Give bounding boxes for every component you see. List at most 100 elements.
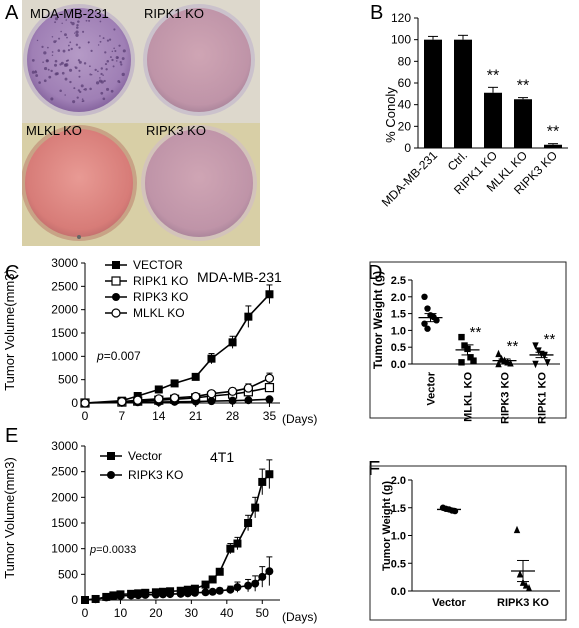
chart-d-ytick-label: 1.5	[391, 309, 406, 321]
chart-e-legend-label: Vector	[128, 449, 162, 463]
chart-c-point	[243, 383, 253, 393]
chart-c-point	[207, 354, 216, 363]
chart-e-point	[208, 587, 217, 596]
chart-d-category-label: MLKL KO	[463, 372, 475, 422]
chart-c-ytick-label: 2000	[51, 303, 78, 317]
chart-f-ylabel: Tumor Weight (g)	[381, 481, 393, 571]
chart-e-point	[134, 591, 143, 600]
chart-c-legend-label: RIPK1 KO	[133, 274, 188, 288]
chart-d: Tumor Weight (g) 0.0 0.5 1.0 1.5 2.0 2.5 Vecto…	[369, 261, 567, 424]
dish-ripk1-ko	[143, 4, 255, 116]
chart-e-point	[208, 575, 217, 584]
chart-e-ytick-label: 0	[71, 593, 78, 607]
chart-c-legend-marker	[111, 276, 121, 286]
chart-f-category-label: RIPK3 KO	[497, 597, 549, 609]
chart-b-significance: **	[487, 67, 499, 84]
chart-c-point	[154, 385, 163, 394]
chart-c-legend-marker	[112, 261, 120, 269]
chart-b-significance: **	[517, 78, 529, 95]
chart-c-point	[227, 386, 238, 396]
chart-e-xlabel: (Days)	[282, 610, 317, 624]
chart-b-ytick-label: 40	[398, 98, 412, 112]
chart-f-ytick-label: 0.0	[391, 586, 406, 598]
chart-d-significance: **	[507, 338, 519, 355]
chart-c-point	[170, 379, 179, 388]
panel-letter-c: C	[5, 262, 20, 284]
chart-e-point	[201, 580, 210, 589]
chart-b-ytick-label: 20	[398, 119, 412, 133]
chart-c-point	[228, 338, 237, 347]
chart-f-category-label: Vector	[432, 597, 466, 609]
chart-e-point	[258, 477, 267, 486]
chart-f-point	[519, 578, 527, 586]
chart-c-title: MDA-MB-231	[197, 269, 282, 285]
chart-b-bar	[454, 39, 472, 148]
chart-f-ytick-label: 2.0	[391, 475, 406, 487]
chart-c-xlabel: (Days)	[282, 412, 317, 426]
chart-f: Tumor Weight (g) 0.0 0.5 1.0 1.5 2.0 Vector RI…	[369, 465, 567, 621]
chart-e-point	[127, 591, 136, 600]
chart-e-point	[81, 596, 89, 604]
chart-d-ytick-label: 1.0	[391, 325, 406, 337]
chart-c-legend-label: VECTOR	[133, 258, 183, 272]
chart-d-point	[495, 349, 502, 358]
chart-b: % Conoly 0 20 40 60 80 100 120 MDA-MB-231 Ctrl. *…	[380, 11, 568, 210]
chart-c-point	[191, 372, 200, 381]
chart-e-pvalue: p=0.0033	[89, 544, 136, 556]
chart-f-ytick-label: 0.5	[391, 558, 406, 570]
chart-e-point	[102, 593, 111, 602]
chart-e-series-line	[84, 473, 270, 601]
chart-c-point	[133, 395, 143, 405]
chart-c-ytick-label: 3000	[51, 256, 78, 270]
chart-d-point	[467, 354, 474, 361]
chart-e-point	[183, 589, 192, 598]
chart-e-ytick-label: 2000	[51, 490, 78, 504]
chart-d-point	[470, 357, 477, 364]
chart-e-point	[109, 592, 118, 601]
chart-d-point	[424, 325, 431, 332]
chart-c-legend-marker	[111, 308, 121, 318]
chart-e-point	[176, 589, 185, 598]
chart-e-point	[251, 503, 260, 512]
chart-c-point	[228, 396, 237, 405]
chart-e-point	[91, 595, 100, 604]
chart-b-ytick-label: 0	[404, 141, 411, 155]
chart-c-ytick-label: 500	[58, 373, 78, 387]
chart-d-significance: **	[470, 324, 482, 341]
chart-c-point	[169, 393, 180, 403]
chart-e-xtick-label: 0	[82, 606, 89, 620]
dish-ripk3-ko	[141, 125, 257, 241]
chart-b-bar	[544, 144, 562, 148]
chart-c-series-line	[84, 293, 271, 404]
chart-c-series-line	[84, 377, 270, 404]
chart-e-point	[233, 583, 242, 592]
dish-label-mlkl: MLKL KO	[26, 123, 82, 138]
chart-d-ytick-label: 0.5	[391, 342, 406, 354]
chart-c-point	[244, 396, 253, 405]
panel-letter-a: A	[5, 2, 19, 24]
chart-b-significance: **	[547, 124, 559, 141]
chart-c-xtick-label: 35	[263, 409, 277, 423]
chart-e-point	[251, 579, 260, 588]
chart-b-ytick-label: 80	[398, 54, 412, 68]
chart-e-point	[265, 567, 274, 576]
chart-e-point	[226, 544, 235, 553]
chart-b-bar	[424, 39, 442, 148]
chart-c-point	[154, 394, 164, 404]
chart-e-ytick-label: 1000	[51, 542, 78, 556]
chart-e-xtick-label: 10	[114, 606, 128, 620]
chart-e-xtick-label: 20	[149, 606, 163, 620]
chart-d-point	[458, 333, 465, 341]
dish-mlkl-ko	[22, 125, 137, 241]
chart-f-point	[522, 581, 530, 589]
chart-e-point	[244, 519, 253, 527]
chart-e-xtick-label: 30	[185, 606, 199, 620]
chart-e: Tumor Volume(mm3) 4T1 (Days) p=0.0033 0 5…	[2, 440, 317, 624]
chart-e-ylabel: Tumor Volume(mm3)	[2, 457, 17, 579]
dish-label-ripk3: RIPK3 KO	[146, 123, 206, 138]
chart-c-xtick-label: 0	[82, 409, 89, 423]
chart-c-xtick-label: 28	[226, 409, 240, 423]
chart-e-point	[258, 572, 267, 581]
chart-e-ytick-label: 2500	[51, 465, 78, 479]
dish-mda-mb-231	[23, 4, 135, 116]
